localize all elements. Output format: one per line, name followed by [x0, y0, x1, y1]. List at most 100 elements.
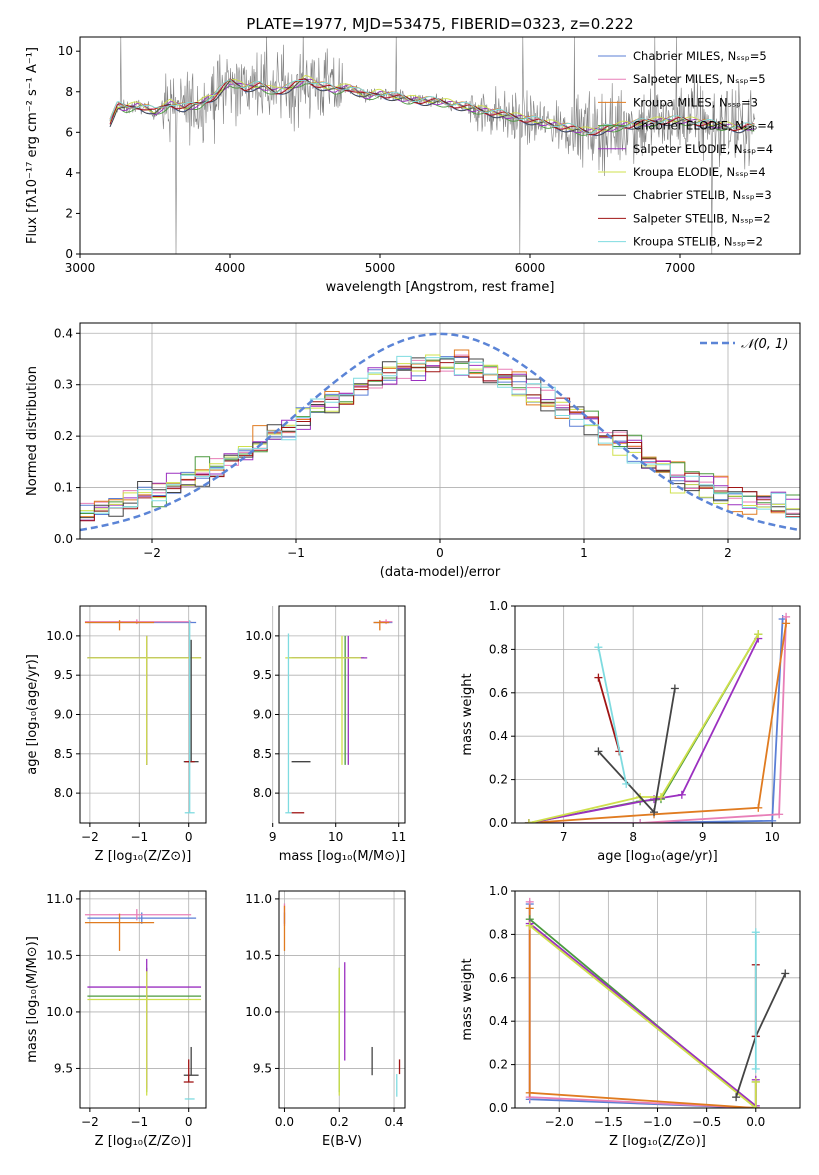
- weight-marker: [670, 684, 679, 693]
- x-tick-label: 7000: [665, 261, 696, 275]
- y-tick-label: 0.0: [54, 532, 73, 546]
- y-tick-label: 0.6: [489, 971, 508, 985]
- age-vs-mass-frame: [278, 605, 406, 824]
- y-tick-label: 8.5: [54, 747, 73, 761]
- weight-marker: [650, 808, 659, 817]
- legend-entry: Kroupa MILES, Nₛₛₚ=3: [633, 95, 758, 109]
- y-tick-label: 0.8: [489, 927, 508, 941]
- age-vs-mass-panel: 9 10 11 8.0 8.5 9.0 9.5 10.0 mass [log₁₀(M/M⊙)]: [245, 605, 406, 864]
- y-tick-label: 0.2: [54, 429, 73, 443]
- weight-line: [528, 618, 784, 823]
- x-tick-label: −1.5: [594, 1115, 623, 1129]
- weight-marker: [782, 619, 791, 628]
- weight-marker: [751, 928, 760, 937]
- x-tick-label: −2: [81, 1115, 99, 1129]
- y-tick-label: 4: [65, 166, 73, 180]
- y-tick-label: 0.2: [489, 1058, 508, 1072]
- y-axis-label: Flux [fλ10⁻¹⁷ erg cm⁻² s⁻¹ A⁻¹]: [25, 47, 40, 244]
- mass-vs-Z-panel: −2 −1 0 9.5 10.0 10.5 11.0 Z [log₁₀(Z/Z⊙)] mass …: [25, 890, 207, 1149]
- mass-vs-ebv-frame: [278, 890, 406, 1109]
- y-tick-label: 2: [65, 206, 73, 220]
- weight-marker: [768, 816, 777, 823]
- weight-marker: [754, 630, 763, 639]
- y-tick-label: 10.0: [245, 629, 272, 643]
- legend-entry: Salpeter STELIB, Nₛₛₚ=2: [633, 211, 771, 225]
- legend-entry: Kroupa ELODIE, Nₛₛₚ=4: [633, 165, 766, 179]
- error-bar-point: [84, 619, 192, 625]
- error-bar-point: [184, 620, 195, 814]
- spectrum-frame: [79, 36, 801, 255]
- y-tick-label: 9.5: [253, 1061, 272, 1075]
- x-tick-label: 7: [560, 830, 568, 844]
- y-tick-label: 6: [65, 125, 73, 139]
- x-tick-label: 5000: [365, 261, 396, 275]
- x-tick-label: −0.5: [692, 1115, 721, 1129]
- error-bar-point: [87, 635, 202, 765]
- x-tick-label: 10: [765, 830, 780, 844]
- legend-entry: Chabrier ELODIE, Nₛₛₚ=4: [633, 119, 774, 133]
- error-bar-point: [373, 620, 390, 631]
- legend-entry: Salpeter MILES, Nₛₛₚ=5: [633, 72, 766, 86]
- y-axis-label: mass weight: [460, 673, 475, 755]
- spectrum-plot-area: [109, 37, 756, 254]
- weight-marker: [751, 1104, 760, 1108]
- x-tick-label: −1: [130, 830, 148, 844]
- y-tick-label: 0.0: [489, 816, 508, 830]
- x-tick-label: 11: [391, 830, 406, 844]
- weight-marker: [524, 819, 533, 823]
- legend-entry: Salpeter ELODIE, Nₛₛₚ=4: [633, 142, 773, 156]
- y-tick-label: 8: [65, 85, 73, 99]
- weight-marker: [775, 810, 784, 819]
- weight-vs-age-panel: 7 8 9 10 0.0 0.2 0.4 0.6 0.8 1.0 age [log₁₀(age/yr…: [460, 599, 801, 864]
- x-axis-label: (data-model)/error: [380, 565, 501, 580]
- y-tick-label: 9.5: [253, 668, 272, 682]
- x-axis-label: mass [log₁₀(M/M⊙)]: [279, 849, 406, 864]
- spectrum-panel: 3000 4000 5000 6000 7000 0 2 4 6 8 10 wavelength [A…: [25, 36, 801, 295]
- x-tick-label: 0.0: [275, 1115, 294, 1129]
- weight-marker: [677, 790, 686, 799]
- y-tick-label: 10: [58, 44, 73, 58]
- weight-vs-Z-plot-area: [525, 897, 790, 1108]
- x-tick-label: −2: [143, 546, 161, 560]
- weight-marker: [656, 792, 665, 801]
- y-tick-label: 8.5: [253, 747, 272, 761]
- y-axis-label: mass weight: [460, 958, 475, 1040]
- y-tick-label: 1.0: [489, 599, 508, 613]
- y-tick-label: 9.5: [54, 1061, 73, 1075]
- weight-line: [528, 901, 756, 1108]
- mass-vs-Z-frame: [79, 890, 207, 1109]
- x-tick-label: 0.2: [330, 1115, 349, 1129]
- y-tick-label: 10.0: [245, 1005, 272, 1019]
- weight-marker: [751, 1064, 760, 1073]
- y-tick-label: 9.0: [253, 708, 272, 722]
- x-tick-label: 9: [699, 830, 707, 844]
- y-tick-label: 11.0: [245, 892, 272, 906]
- weight-vs-Z-panel: −2.0 −1.5 −1.0 −0.5 0.0 0.0 0.2 0.4 0.6 0.8 1.0 Z […: [460, 884, 801, 1149]
- mass-vs-ebv-plot-area: [283, 903, 401, 1097]
- gaussian-curve-line: [80, 332, 800, 532]
- weight-marker: [751, 1077, 760, 1086]
- residual-hist-plot-area: [80, 332, 800, 532]
- x-tick-label: 8: [629, 830, 637, 844]
- error-bar-point: [84, 913, 155, 951]
- weight-marker: [525, 904, 534, 913]
- x-tick-label: −1.0: [643, 1115, 672, 1129]
- weight-line: [528, 616, 787, 823]
- observed-spectrum-line: [109, 37, 756, 254]
- error-bar-point: [183, 1059, 194, 1083]
- error-bar-point: [84, 620, 155, 631]
- x-tick-label: 0: [185, 830, 193, 844]
- model-spectrum-line: [109, 78, 755, 136]
- x-axis-label: E(B-V): [322, 1134, 362, 1149]
- y-tick-label: 1.0: [489, 884, 508, 898]
- error-bar-point: [84, 909, 192, 921]
- error-bar-point: [87, 958, 202, 1089]
- y-tick-label: 10.0: [46, 629, 73, 643]
- y-tick-label: 0.4: [54, 326, 73, 340]
- y-tick-label: 9.5: [54, 668, 73, 682]
- y-tick-label: 10.5: [46, 948, 73, 962]
- x-tick-label: 0.4: [384, 1115, 403, 1129]
- y-axis-label: Normed distribution: [25, 366, 40, 496]
- residual-hist-frame: [79, 322, 801, 540]
